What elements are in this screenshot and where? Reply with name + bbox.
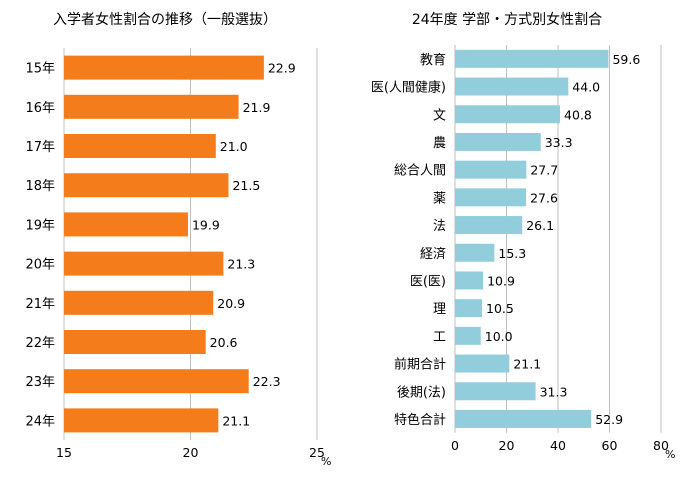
value-label: 59.6 bbox=[612, 52, 640, 67]
value-label: 21.0 bbox=[220, 139, 248, 154]
chart-right-title: 24年度 学部・方式別女性割合 bbox=[412, 11, 602, 28]
chart-right-faculty-female-ratio: 24年度 学部・方式別女性割合 教育 59.6 医(人間健康) 44.0 文 40.8 農 3… bbox=[371, 11, 676, 461]
bar bbox=[455, 382, 536, 401]
value-label: 10.0 bbox=[485, 329, 513, 344]
unit-label: % bbox=[665, 448, 675, 461]
value-label: 26.1 bbox=[526, 218, 554, 233]
bar bbox=[455, 326, 481, 345]
value-label: 27.6 bbox=[530, 190, 558, 205]
category-label: 前期合計 bbox=[394, 357, 446, 373]
category-label: 文 bbox=[433, 108, 446, 123]
value-label: 20.6 bbox=[210, 335, 238, 350]
x-tick-label: 25 bbox=[309, 445, 325, 460]
bar bbox=[64, 408, 219, 433]
category-label: 法 bbox=[433, 219, 446, 234]
bar bbox=[455, 49, 609, 68]
chart-left-title: 入学者女性割合の推移（一般選抜） bbox=[53, 11, 277, 28]
x-tick-label: 20 bbox=[183, 445, 199, 460]
category-label: 15年 bbox=[25, 62, 55, 77]
category-label: 経済 bbox=[420, 246, 446, 262]
bar bbox=[455, 160, 527, 179]
value-label: 15.3 bbox=[498, 246, 526, 261]
bar bbox=[455, 354, 510, 373]
value-label: 10.5 bbox=[486, 301, 514, 316]
bar bbox=[64, 330, 206, 354]
value-label: 21.1 bbox=[222, 413, 250, 428]
unit-label: % bbox=[321, 455, 331, 468]
x-tick-label: 80 bbox=[653, 438, 669, 453]
value-label: 33.3 bbox=[545, 135, 573, 150]
bar bbox=[455, 105, 561, 124]
category-label: 薬 bbox=[433, 191, 446, 206]
bar bbox=[455, 243, 495, 262]
value-label: 21.3 bbox=[227, 257, 255, 272]
bar bbox=[455, 216, 523, 235]
bar bbox=[455, 271, 484, 290]
bar bbox=[64, 55, 264, 80]
category-label: 特色合計 bbox=[394, 412, 446, 428]
category-label: 23年 bbox=[25, 375, 55, 390]
category-label: 21年 bbox=[25, 297, 55, 312]
chart-left-female-ratio-trend: 入学者女性割合の推移（一般選抜） 15年 22.9 16年 21.9 17年 21.0 18… bbox=[25, 11, 331, 468]
value-label: 31.3 bbox=[540, 384, 568, 399]
value-label: 19.9 bbox=[192, 217, 220, 232]
bar bbox=[455, 132, 541, 151]
category-label: 理 bbox=[433, 302, 446, 317]
category-label: 医(医) bbox=[410, 274, 446, 289]
category-label: 18年 bbox=[25, 179, 55, 194]
category-label: 工 bbox=[433, 330, 446, 345]
value-label: 22.3 bbox=[253, 374, 281, 389]
value-label: 40.8 bbox=[564, 107, 592, 122]
category-label: 19年 bbox=[25, 218, 55, 233]
value-label: 44.0 bbox=[572, 80, 600, 95]
value-label: 21.1 bbox=[513, 357, 541, 372]
bar bbox=[455, 77, 569, 96]
bar bbox=[64, 290, 214, 315]
x-tick-label: 15 bbox=[56, 445, 72, 460]
category-label: 農 bbox=[433, 136, 446, 151]
x-tick-label: 0 bbox=[451, 438, 459, 453]
category-label: 20年 bbox=[25, 258, 55, 273]
value-label: 10.9 bbox=[487, 273, 515, 288]
category-label: 総合人間 bbox=[394, 164, 446, 179]
bar bbox=[64, 173, 229, 198]
category-label: 後期(法) bbox=[397, 385, 446, 400]
value-label: 52.9 bbox=[595, 412, 623, 427]
category-label: 医(人間健康) bbox=[371, 80, 446, 96]
category-label: 16年 bbox=[25, 101, 55, 116]
category-label: 17年 bbox=[25, 140, 55, 155]
bar bbox=[455, 188, 527, 207]
bar bbox=[64, 94, 239, 119]
x-tick-label: 20 bbox=[499, 438, 515, 453]
x-tick-label: 40 bbox=[550, 438, 566, 453]
x-tick-label: 60 bbox=[602, 438, 618, 453]
category-label: 22年 bbox=[25, 336, 55, 351]
bar bbox=[64, 134, 216, 158]
value-label: 21.9 bbox=[243, 100, 271, 115]
value-label: 21.5 bbox=[232, 178, 260, 193]
category-label: 24年 bbox=[25, 414, 55, 429]
bar bbox=[64, 251, 224, 276]
value-label: 27.7 bbox=[530, 163, 558, 178]
bar bbox=[64, 369, 249, 394]
bar bbox=[455, 409, 592, 428]
category-label: 教育 bbox=[420, 52, 446, 68]
bar bbox=[64, 212, 188, 237]
value-label: 22.9 bbox=[268, 61, 296, 76]
bar bbox=[455, 299, 483, 318]
value-label: 20.9 bbox=[217, 296, 245, 311]
